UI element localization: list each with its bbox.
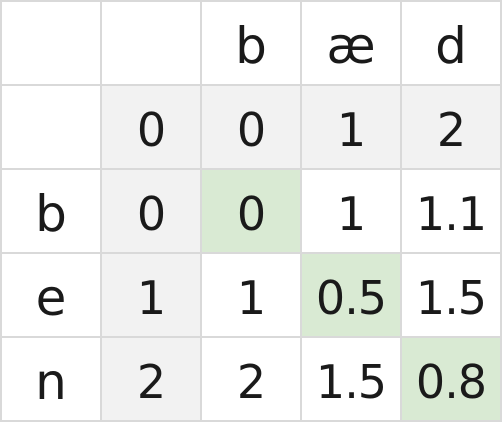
matrix-cell: 1: [102, 254, 202, 338]
matrix-cell: 1.1: [402, 170, 502, 254]
col-header-2: æ: [302, 2, 402, 86]
init-cell-0: 0: [102, 86, 202, 170]
row-header-n: n: [2, 338, 102, 422]
matrix-cell-highlighted: 0.5: [302, 254, 402, 338]
matrix-cell-highlighted: 0.8: [402, 338, 502, 422]
init-cell-3: 2: [402, 86, 502, 170]
row-header-e: e: [2, 254, 102, 338]
matrix-cell: 2: [202, 338, 302, 422]
corner-cell: [2, 2, 102, 86]
matrix-cell: 0: [102, 170, 202, 254]
matrix-cell: 1.5: [302, 338, 402, 422]
corner-cell-row-init: [2, 86, 102, 170]
col-header-1: b: [202, 2, 302, 86]
matrix-cell: 1.5: [402, 254, 502, 338]
init-cell-2: 1: [302, 86, 402, 170]
matrix-cell: 1: [302, 170, 402, 254]
matrix-cell: 1: [202, 254, 302, 338]
matrix-cell: 2: [102, 338, 202, 422]
corner-cell-empty: [102, 2, 202, 86]
col-header-3: d: [402, 2, 502, 86]
row-header-b: b: [2, 170, 102, 254]
matrix-cell-highlighted: 0: [202, 170, 302, 254]
init-cell-1: 0: [202, 86, 302, 170]
